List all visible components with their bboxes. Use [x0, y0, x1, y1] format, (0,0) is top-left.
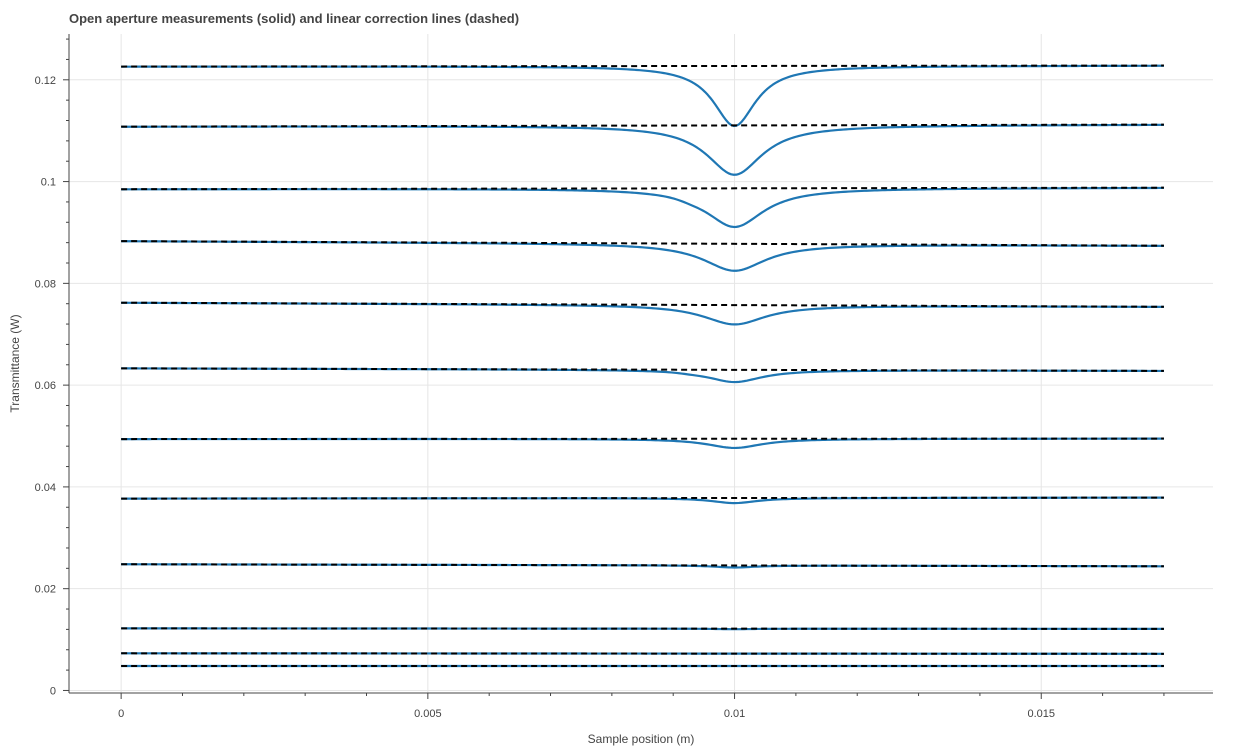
x-tick-label: 0: [118, 708, 124, 720]
correction-line: [121, 367, 1164, 372]
x-tick-label: 0.01: [724, 708, 745, 720]
y-tick-label: 0.02: [35, 584, 56, 596]
y-tick-label: 0.1: [41, 177, 56, 189]
correction-line: [121, 437, 1164, 441]
correction-line: [121, 186, 1164, 191]
correction-line: [121, 627, 1164, 630]
y-tick-label: 0.04: [35, 482, 56, 494]
axes: 0 0.005 0.01 0.015 0 0.02 0.04 0.06 0.08 0.1 0.12 S…: [8, 34, 1213, 746]
x-tick-label: 0.005: [414, 708, 442, 720]
measurement-line: [121, 123, 1164, 176]
measurement-line: [121, 240, 1164, 272]
y-tick-label: 0.08: [35, 278, 56, 290]
y-tick-label: 0.06: [35, 380, 56, 392]
x-axis-label: Sample position (m): [588, 732, 695, 746]
x-tick-label: 0.015: [1027, 708, 1055, 720]
correction-line: [121, 240, 1164, 247]
measurement-line: [121, 64, 1164, 128]
measurement-line: [121, 186, 1164, 229]
grid-lines: [69, 34, 1213, 693]
measurement-line: [121, 437, 1164, 450]
y-tick-label: 0.12: [35, 75, 56, 87]
correction-line: [121, 64, 1164, 68]
chart-title: Open aperture measurements (solid) and l…: [69, 11, 520, 26]
correction-line: [121, 496, 1164, 500]
data-layer: [121, 64, 1164, 668]
correction-line: [121, 123, 1164, 128]
y-tick-label: 0: [50, 685, 56, 697]
correction-line: [121, 652, 1164, 655]
y-axis-label: Transmittance (W): [8, 314, 22, 412]
correction-line: [121, 563, 1164, 568]
correction-line: [121, 301, 1164, 308]
measurement-line: [121, 301, 1164, 326]
